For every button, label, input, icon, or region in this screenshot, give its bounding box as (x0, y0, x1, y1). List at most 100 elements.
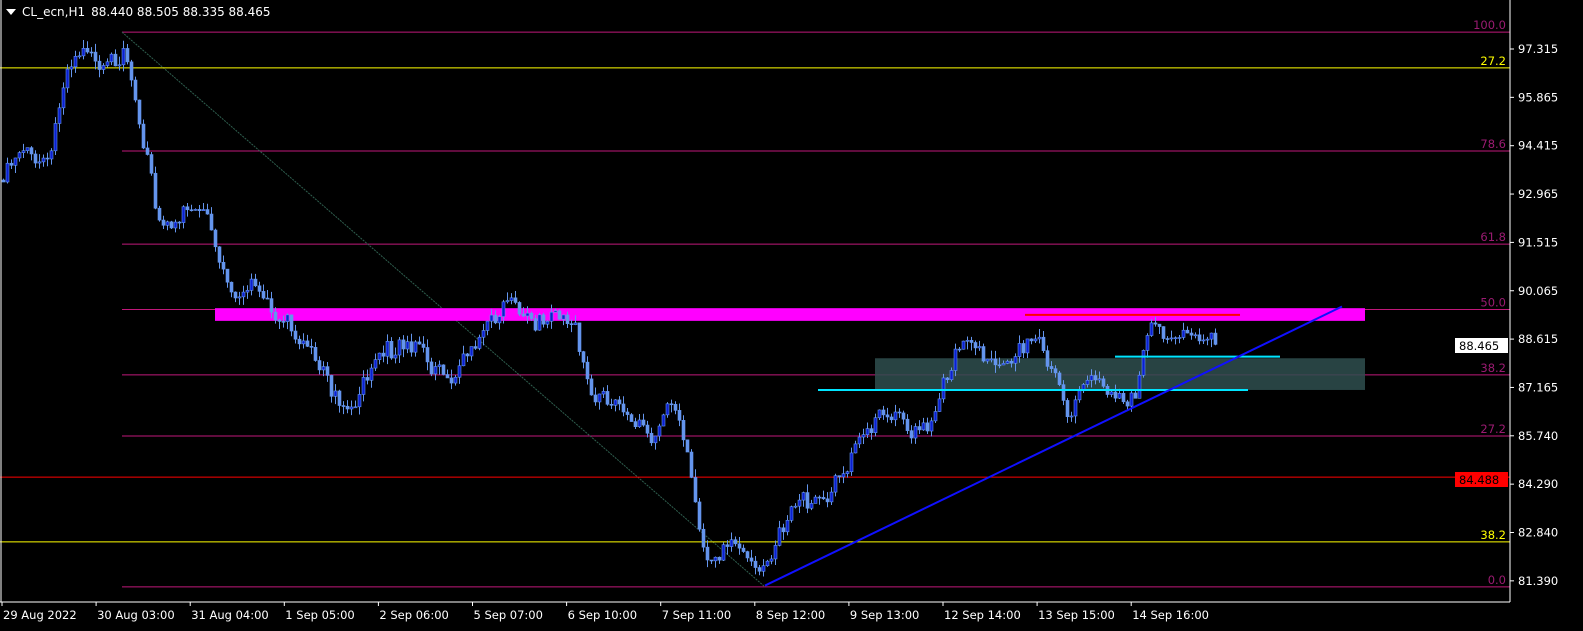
candle (1081, 382, 1086, 394)
candle-body-bear (633, 421, 638, 428)
candle (617, 396, 622, 411)
candle (757, 564, 762, 576)
candle (629, 413, 634, 422)
candle-body-bull (653, 435, 658, 444)
candle (377, 352, 382, 365)
candle-body-bear (741, 547, 746, 552)
candle-body-bear (1153, 322, 1158, 325)
candle (733, 536, 738, 547)
candle (993, 350, 998, 373)
candle (1013, 353, 1018, 372)
candle-body-bear (1041, 336, 1046, 351)
candle (285, 313, 290, 330)
candle (781, 523, 786, 540)
candle (581, 350, 586, 369)
candle-body-bull (597, 393, 602, 403)
price-axis[interactable]: 97.315 95.865 94.415 92.965 91.515 90.065 88.6… (1510, 42, 1558, 588)
candle-body-bull (553, 310, 558, 313)
candle-body-bull (721, 544, 726, 561)
candle-body-bull (489, 314, 494, 322)
candle (1133, 390, 1138, 399)
candle (949, 367, 954, 382)
candle (685, 439, 690, 453)
candle (217, 246, 222, 269)
candle (381, 345, 386, 363)
candle-body-bear (273, 311, 278, 321)
candle (1005, 359, 1010, 365)
candle (1197, 328, 1202, 345)
candle (1069, 411, 1074, 422)
candle-body-bear (621, 403, 626, 413)
candle (5, 157, 10, 184)
candle-body-bull (393, 354, 398, 359)
candle-body-bull (1129, 392, 1134, 407)
candle-body-bull (5, 162, 10, 183)
candle (797, 494, 802, 513)
candle-body-bull (913, 426, 918, 439)
candle (225, 268, 230, 288)
candle-body-bear (125, 48, 130, 63)
candle-body-bear (669, 403, 674, 406)
candle-body-bull (245, 290, 250, 293)
candle-body-bear (185, 206, 190, 211)
dropdown-triangle-icon[interactable] (6, 9, 16, 15)
candle (81, 39, 86, 60)
time-axis[interactable]: 29 Aug 2022 30 Aug 03:00 31 Aug 04:00 1 Sep… (1, 602, 1209, 622)
candle (253, 273, 258, 288)
candle (533, 314, 538, 332)
candle-body-bear (693, 477, 698, 503)
candle (825, 492, 830, 508)
range-box-rect[interactable] (875, 358, 1365, 390)
candle-body-bear (141, 123, 146, 149)
candle-body-bull (77, 55, 82, 58)
candle (177, 221, 182, 230)
candle-body-bear (365, 377, 370, 381)
candle-body-bear (1045, 350, 1050, 367)
candle (545, 320, 550, 329)
candle (1021, 340, 1026, 359)
candle-body-bull (637, 419, 642, 428)
candle-body-bear (625, 411, 630, 415)
candle-body-bear (1057, 372, 1062, 385)
candle-body-bear (425, 347, 430, 363)
candle (569, 319, 574, 333)
candle (745, 550, 750, 562)
candle-body-bear (97, 60, 102, 70)
candle-body-bear (1189, 332, 1194, 336)
candle-body-bear (521, 313, 526, 317)
price-tick-label: 97.315 (1518, 42, 1558, 56)
candle (977, 340, 982, 351)
candle (861, 428, 866, 444)
candle (209, 207, 214, 231)
candle (953, 343, 958, 377)
candle-body-bull (285, 314, 290, 322)
candle-body-bear (421, 343, 426, 348)
candle-body-bull (121, 48, 126, 66)
candle (385, 334, 390, 365)
candle (833, 473, 838, 497)
candle-body-bull (101, 65, 106, 70)
candle (89, 47, 94, 57)
price-tick-label: 92.965 (1518, 187, 1558, 201)
candle (1093, 370, 1098, 385)
ascending-trendline[interactable] (764, 305, 1343, 587)
candle-body-bull (1097, 378, 1102, 381)
candle-body-bear (1021, 343, 1026, 354)
price-tick-label: 90.065 (1518, 284, 1558, 298)
candle-body-bear (1101, 378, 1106, 387)
candle-body-bull (361, 377, 366, 395)
time-tick-label: 14 Sep 16:00 (1132, 608, 1209, 622)
candle (153, 166, 158, 210)
candle-body-bear (177, 221, 182, 224)
candle-body-bull (41, 157, 46, 163)
trend-overlays[interactable] (764, 305, 1343, 587)
alert-price-label: 84.488 (1459, 473, 1499, 487)
candle-body-bull (1117, 392, 1122, 399)
candle-body-bear (1049, 366, 1054, 369)
candle (265, 289, 270, 300)
candle (1149, 319, 1154, 337)
candle-body-bull (1073, 399, 1078, 417)
candle-body-bear (217, 246, 222, 263)
candle-body-bear (745, 551, 750, 559)
